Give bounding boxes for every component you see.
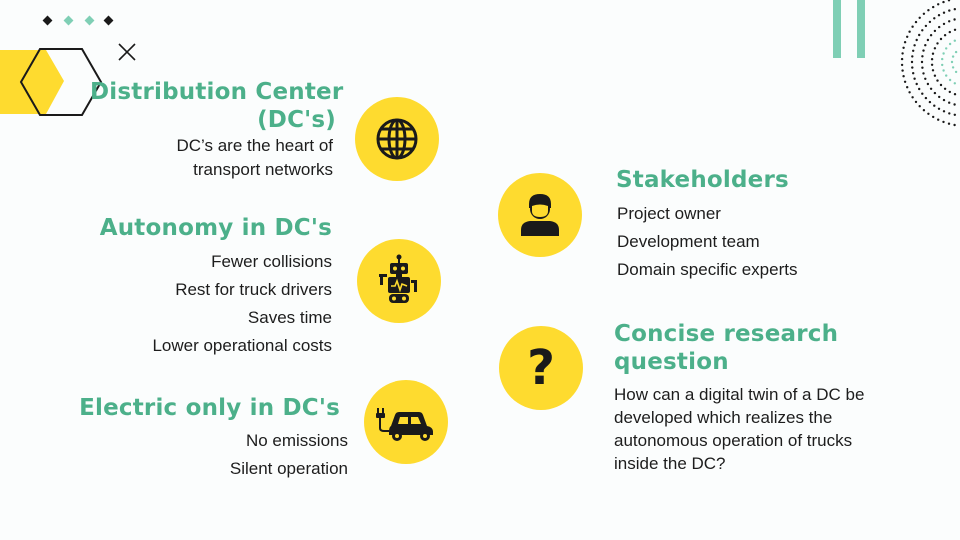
person-circle bbox=[498, 173, 582, 257]
list-item: Silent operation bbox=[229, 459, 348, 478]
stakeholders-list: Project owner Development team Domain sp… bbox=[617, 200, 897, 284]
dc-body-line2: transport networks bbox=[193, 160, 333, 179]
question-body-line: developed which realizes the bbox=[614, 408, 833, 427]
list-item: Saves time bbox=[247, 308, 332, 327]
close-icon bbox=[117, 42, 137, 62]
dc-title-line1: Distribution Center bbox=[90, 79, 344, 105]
stakeholders-title: Stakeholders bbox=[616, 167, 789, 193]
globe-circle bbox=[355, 97, 439, 181]
list-item: Domain specific experts bbox=[617, 260, 798, 279]
question-body-line: autonomous operation of trucks bbox=[614, 431, 853, 450]
list-item: Rest for truck drivers bbox=[175, 280, 332, 299]
dc-title-line2: (DC's) bbox=[257, 107, 336, 133]
list-item: Lower operational costs bbox=[152, 336, 332, 355]
list-item: Project owner bbox=[617, 204, 721, 223]
question-circle: ? bbox=[499, 326, 583, 410]
electric-list: No emissions Silent operation bbox=[100, 427, 348, 483]
autonomy-title: Autonomy in DC's bbox=[99, 215, 332, 241]
globe-icon bbox=[376, 118, 418, 160]
list-item: Development team bbox=[617, 232, 760, 251]
question-title-line2: question bbox=[614, 349, 729, 375]
robot-icon bbox=[379, 254, 417, 303]
question-title-line1: Concise research bbox=[614, 321, 839, 347]
robot-circle bbox=[357, 239, 441, 323]
electric-car-circle bbox=[364, 380, 448, 464]
list-item: No emissions bbox=[245, 431, 348, 450]
decorative-diamonds bbox=[42, 14, 118, 28]
dc-body: DC’s are the heart of transport networks bbox=[100, 134, 333, 182]
question-body: How can a digital twin of a DC be develo… bbox=[614, 383, 914, 475]
decorative-bars bbox=[832, 0, 868, 60]
question-body-line: inside the DC? bbox=[614, 454, 726, 473]
decorative-dots bbox=[888, 0, 960, 130]
autonomy-list: Fewer collisions Rest for truck drivers … bbox=[60, 248, 332, 360]
list-item: Fewer collisions bbox=[211, 252, 332, 271]
dc-title: Distribution Center (DC's) bbox=[90, 78, 344, 134]
question-title: Concise research question bbox=[614, 320, 914, 376]
electric-title: Electric only in DC's bbox=[79, 395, 340, 421]
question-body-line: How can a digital twin of a DC be bbox=[614, 385, 865, 404]
question-mark-icon: ? bbox=[527, 340, 555, 396]
electric-car-icon bbox=[376, 408, 433, 441]
person-icon bbox=[521, 194, 559, 236]
dc-body-line1: DC’s are the heart of bbox=[176, 136, 333, 155]
hexagon-icon bbox=[0, 44, 104, 118]
